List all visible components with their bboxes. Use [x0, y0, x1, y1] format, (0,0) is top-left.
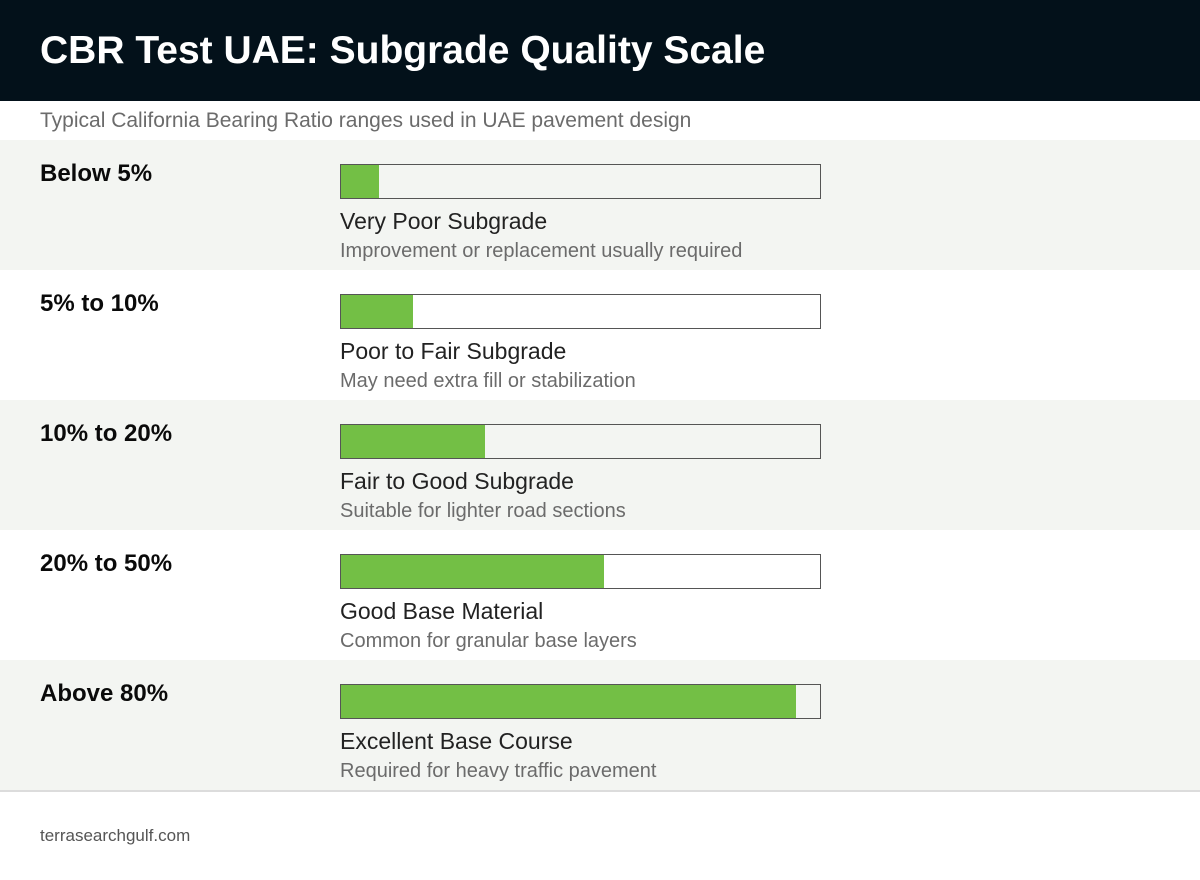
scale-row: 10% to 20% Fair to Good Subgrade Suitable …: [0, 400, 1200, 530]
scale-rows: Below 5% Very Poor Subgrade Improvement or…: [0, 140, 1200, 790]
bar-fill: [341, 555, 604, 588]
quality-description: Common for granular base layers: [340, 630, 637, 652]
range-label: 10% to 20%: [40, 420, 173, 447]
quality-label: Very Poor Subgrade: [340, 208, 548, 234]
quality-description: Required for heavy traffic pavement: [340, 760, 657, 782]
bar-fill: [341, 425, 485, 458]
scale-row: 5% to 10% Poor to Fair Subgrade May need e…: [0, 270, 1200, 400]
header-bar: CBR Test UAE: Subgrade Quality Scale: [0, 0, 1200, 101]
range-label: Below 5%: [40, 160, 153, 187]
scale-row: 20% to 50% Good Base Material Common for g…: [0, 530, 1200, 660]
range-label: Above 80%: [40, 680, 169, 707]
quality-description: Improvement or replacement usually requi…: [340, 240, 743, 262]
scale-row: Above 80% Excellent Base Course Required f…: [0, 660, 1200, 790]
footer-source: terrasearchgulf.com: [40, 826, 191, 845]
page-subtitle: Typical California Bearing Ratio ranges …: [40, 109, 692, 132]
bar-track: [340, 164, 821, 199]
bar-track: [340, 684, 821, 719]
bar-track: [340, 294, 821, 329]
bar-fill: [341, 685, 796, 718]
scale-row: Below 5% Very Poor Subgrade Improvement or…: [0, 140, 1200, 270]
quality-label: Poor to Fair Subgrade: [340, 338, 567, 364]
quality-label: Excellent Base Course: [340, 728, 573, 754]
quality-label: Good Base Material: [340, 598, 544, 624]
quality-label: Fair to Good Subgrade: [340, 468, 574, 494]
bar-fill: [341, 295, 413, 328]
footer-divider: [0, 790, 1200, 792]
bar-fill: [341, 165, 379, 198]
quality-description: May need extra fill or stabilization: [340, 370, 636, 392]
range-label: 5% to 10%: [40, 290, 159, 317]
quality-description: Suitable for lighter road sections: [340, 500, 626, 522]
bar-track: [340, 554, 821, 589]
bar-track: [340, 424, 821, 459]
page-title: CBR Test UAE: Subgrade Quality Scale: [40, 28, 766, 72]
range-label: 20% to 50%: [40, 550, 173, 577]
